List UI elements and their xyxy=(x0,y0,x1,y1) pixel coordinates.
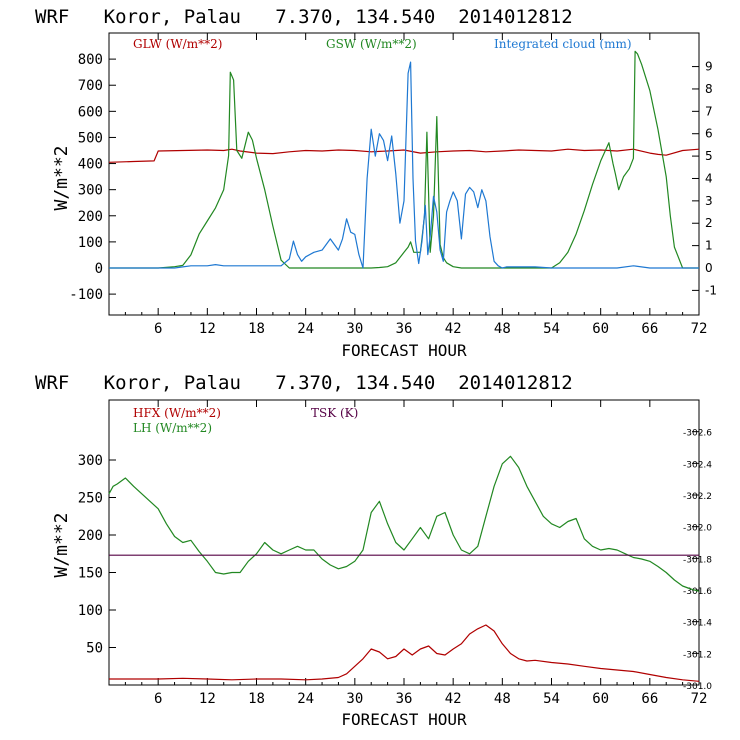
top-x-tick-label: 6 xyxy=(154,321,162,337)
bottom-x-tick-label: 54 xyxy=(543,691,560,707)
bottom-x-tick-label: 24 xyxy=(297,691,314,707)
bottom-x-tick-label: 42 xyxy=(445,691,462,707)
top-y2-tick-label: 7 xyxy=(705,104,713,118)
cloud-line xyxy=(109,61,699,269)
bottom-x-tick-label: 36 xyxy=(396,691,413,707)
top-y-tick-label: 200 xyxy=(78,209,103,225)
top-x-tick-label: 36 xyxy=(396,321,413,337)
bottom-series-group xyxy=(108,455,700,682)
bottom-y2-tick-label: -301.0 xyxy=(683,682,712,692)
bottom-ylabel: W/m**2 xyxy=(51,512,72,577)
bottom-axis-ticks: 6 12 18 24 30 36 42 48 54 60 66 72 50 100 150 200 250 300… xyxy=(78,400,712,707)
bottom-y-tick-label: 200 xyxy=(78,528,103,544)
top-x-tick-label: 72 xyxy=(691,321,708,337)
bottom-legend-lh: LH (W/m**2) xyxy=(133,421,212,435)
top-ylabel: W/m**2 xyxy=(51,145,72,210)
top-y2-tick-label: -1 xyxy=(705,283,717,297)
bottom-legend-hfx: HFX (W/m**2) xyxy=(133,406,221,420)
top-axis-ticks: 6 12 18 24 30 36 42 48 54 60 66 72-1000100200300400… xyxy=(69,33,717,337)
bottom-x-tick-label: 48 xyxy=(494,691,511,707)
top-xlabel: FORECAST HOUR xyxy=(341,341,467,360)
bottom-x-tick-label: 60 xyxy=(592,691,609,707)
gsw-line xyxy=(109,50,699,269)
top-y-tick-label: 600 xyxy=(78,104,103,120)
top-y-tick-label: 400 xyxy=(78,157,103,173)
bottom-y2-tick-label: -301.2 xyxy=(683,650,712,660)
top-y-tick-label: 800 xyxy=(78,52,103,68)
bottom-x-tick-label: 66 xyxy=(641,691,658,707)
bottom-xlabel: FORECAST HOUR xyxy=(341,710,467,729)
bottom-x-tick-label: 6 xyxy=(154,691,162,707)
top-y2-tick-label: 9 xyxy=(705,60,713,74)
bottom-y2-tick-label: -301.4 xyxy=(683,619,712,629)
top-y2-tick-label: 6 xyxy=(705,127,713,141)
bottom-y-tick-label: 250 xyxy=(78,491,103,507)
top-x-tick-label: 66 xyxy=(641,321,658,337)
lh-line xyxy=(108,455,700,592)
bottom-y2-tick-label: -302.6 xyxy=(683,429,712,439)
top-y2-tick-label: 1 xyxy=(705,239,713,253)
top-x-tick-label: 48 xyxy=(494,321,511,337)
top-y-tick-label: 300 xyxy=(78,183,103,199)
bottom-chart-title: WRF Koror, Palau 7.370, 134.540 20140128… xyxy=(35,372,573,394)
top-x-tick-label: 54 xyxy=(543,321,560,337)
top-x-tick-label: 18 xyxy=(248,321,265,337)
top-x-tick-label: 12 xyxy=(199,321,216,337)
top-chart-title: WRF Koror, Palau 7.370, 134.540 20140128… xyxy=(35,6,573,28)
bottom-y-tick-label: 300 xyxy=(78,453,103,469)
bottom-y2-tick-label: -302.0 xyxy=(683,524,712,534)
top-y-tick-label: 0 xyxy=(95,261,103,277)
top-x-tick-label: 42 xyxy=(445,321,462,337)
top-legend-cloud: Integrated cloud (mm) xyxy=(494,37,632,51)
bottom-y-tick-label: 100 xyxy=(78,603,103,619)
bottom-y-tick-label: 150 xyxy=(78,566,103,582)
top-plot-frame xyxy=(108,32,700,316)
bottom-x-tick-label: 18 xyxy=(248,691,265,707)
bottom-x-tick-label: 12 xyxy=(199,691,216,707)
top-y-tick-label: 500 xyxy=(78,130,103,146)
bottom-y-tick-label: 50 xyxy=(86,641,103,657)
top-y2-tick-label: 0 xyxy=(705,261,713,275)
top-y-tick-label: 700 xyxy=(78,78,103,94)
bottom-y2-tick-label: -301.8 xyxy=(683,555,712,565)
top-chart: WRF Koror, Palau 7.370, 134.540 20140128… xyxy=(35,6,717,360)
top-series-group xyxy=(108,50,700,269)
top-legend-glw: GLW (W/m**2) xyxy=(133,37,222,51)
bottom-chart: WRF Koror, Palau 7.370, 134.540 20140128… xyxy=(35,372,712,729)
top-y-tick-label: -100 xyxy=(69,287,103,303)
top-x-tick-label: 30 xyxy=(346,321,363,337)
top-y2-tick-label: 8 xyxy=(705,82,713,96)
bottom-x-tick-label: 30 xyxy=(346,691,363,707)
top-legend-gsw: GSW (W/m**2) xyxy=(326,37,417,51)
hfx-line xyxy=(109,624,700,682)
top-y-tick-label: 100 xyxy=(78,235,103,251)
bottom-x-tick-label: 72 xyxy=(691,691,708,707)
bottom-y2-tick-label: -302.4 xyxy=(683,460,712,470)
bottom-legend-tsk: TSK (K) xyxy=(311,406,358,420)
bottom-plot-frame xyxy=(108,399,700,686)
top-y2-tick-label: 5 xyxy=(705,149,713,163)
top-y2-tick-label: 3 xyxy=(705,194,713,208)
bottom-y2-tick-label: -302.2 xyxy=(683,492,712,502)
top-y2-tick-label: 2 xyxy=(705,216,713,230)
top-y2-tick-label: 4 xyxy=(705,171,713,185)
top-x-tick-label: 60 xyxy=(592,321,609,337)
top-x-tick-label: 24 xyxy=(297,321,314,337)
bottom-y2-tick-label: -301.6 xyxy=(683,587,712,597)
